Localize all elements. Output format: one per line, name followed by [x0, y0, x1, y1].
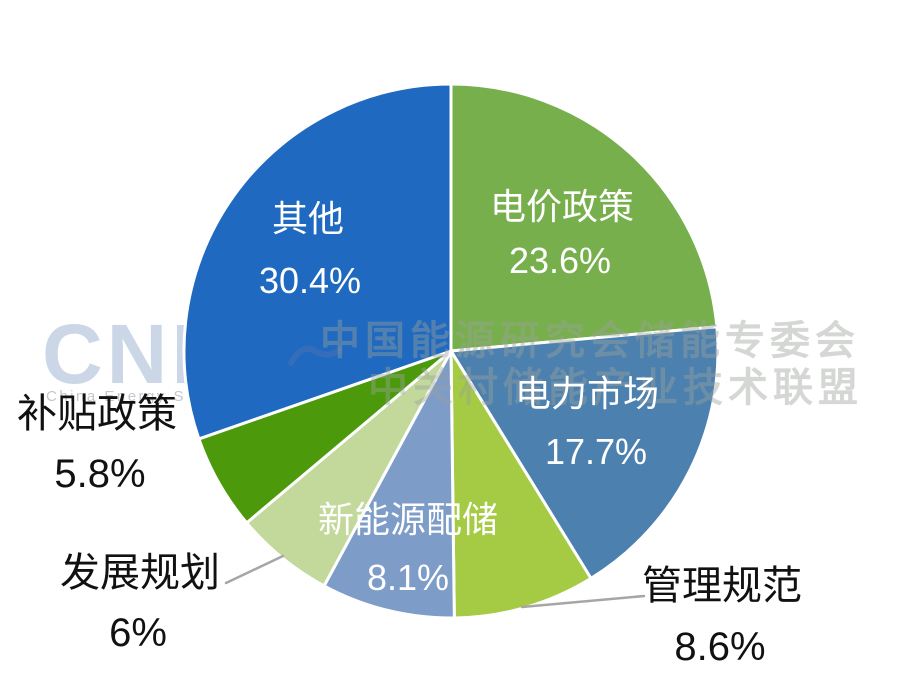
watermark-line2: 中关村储能产业技术联盟 [368, 366, 863, 410]
slice-percent-电价政策: 23.6% [508, 240, 612, 281]
leader-line-发展规划 [224, 554, 285, 585]
leader-lines [224, 554, 646, 609]
pie-slice-其他 [182, 82, 453, 441]
slice-name-电力市场: 电力市场 [514, 373, 660, 414]
slice-percent-管理规范: 8.6% [674, 625, 766, 669]
pie-slice-电价政策 [449, 82, 719, 353]
slice-name-其他: 其他 [271, 198, 345, 239]
slice-name-管理规范: 管理规范 [642, 564, 802, 608]
slice-percent-补贴政策: 5.8% [54, 452, 146, 496]
slice-name-发展规划: 发展规划 [60, 551, 220, 595]
watermark-line1: 中国能源研究会储能专委会 [320, 319, 860, 363]
slice-percent-电力市场: 17.7% [544, 431, 648, 472]
pie-slice-电力市场 [449, 325, 720, 580]
slice-name-新能源配储: 新能源配储 [317, 499, 499, 540]
pie-slice-新能源配储 [322, 349, 456, 620]
slice-name-电价政策: 电价政策 [489, 186, 635, 227]
pie-slices [182, 82, 720, 620]
leader-line-管理规范 [520, 594, 646, 609]
slice-name-补贴政策: 补贴政策 [17, 392, 177, 436]
slice-percent-发展规划: 6% [109, 611, 167, 655]
cnesa-swoosh-icon [288, 345, 342, 366]
slice-percent-其他: 30.4% [258, 260, 362, 301]
slice-percent-新能源配储: 8.1% [366, 557, 450, 598]
